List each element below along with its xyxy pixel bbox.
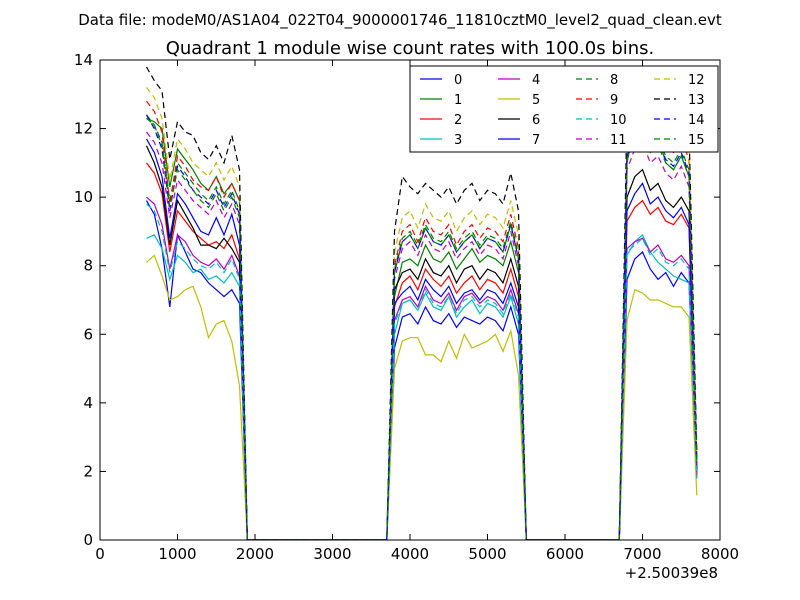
legend-label-8: 8 [610,73,618,88]
legend-label-9: 9 [610,93,618,108]
x-tick-label: 8000 [701,545,739,563]
legend-label-15: 15 [688,133,705,148]
y-tick-label: 8 [83,257,93,275]
series-line-5 [146,254,698,540]
legend-label-12: 12 [688,73,705,88]
legend-label-11: 11 [610,133,627,148]
series-line-8 [146,114,698,540]
legend-label-1: 1 [454,93,462,108]
series-line-2 [146,162,698,540]
legend-label-14: 14 [688,113,705,128]
x-tick-label: 0 [95,545,105,563]
series-line-11 [146,131,698,540]
legend-box [409,65,719,153]
series-line-12 [146,87,698,540]
series-line-15 [146,117,698,540]
series-line-14 [145,114,698,540]
legend-label-2: 2 [454,113,462,128]
series-line-10 [146,203,698,540]
legend-label-13: 13 [688,93,705,108]
x-tick-label: 3000 [313,545,351,563]
y-tick-label: 2 [83,462,93,480]
series-line-3 [146,233,698,540]
x-offset-label: +2.50039e8 [625,564,718,582]
series-line-1 [146,117,698,540]
x-tick-label: 2000 [236,545,274,563]
series-line-9 [146,100,698,540]
legend-label-6: 6 [532,113,540,128]
series-line-6 [145,145,698,540]
x-tick-label: 7000 [623,545,661,563]
series-line-7 [145,138,698,540]
legend-label-5: 5 [532,93,540,108]
chart-title: Quadrant 1 module wise count rates with … [166,38,655,59]
legend-label-3: 3 [454,133,462,148]
x-tick-label: 1000 [158,545,196,563]
chart-suptitle: Data file: modeM0/AS1A04_022T04_90000017… [78,11,722,30]
x-tick-label: 6000 [546,545,584,563]
legend-label-7: 7 [532,133,540,148]
legend-label-4: 4 [532,73,540,88]
series-line-0 [145,200,698,540]
y-tick-label: 14 [74,51,93,69]
y-tick-label: 0 [83,531,93,549]
legend-label-0: 0 [454,73,462,88]
x-tick-label: 5000 [468,545,506,563]
y-tick-label: 4 [83,394,93,412]
x-tick-label: 4000 [391,545,429,563]
y-tick-label: 6 [83,325,93,343]
legend-label-10: 10 [610,113,627,128]
y-tick-label: 10 [74,188,93,206]
y-tick-label: 12 [74,120,93,138]
series-line-4 [146,196,698,540]
